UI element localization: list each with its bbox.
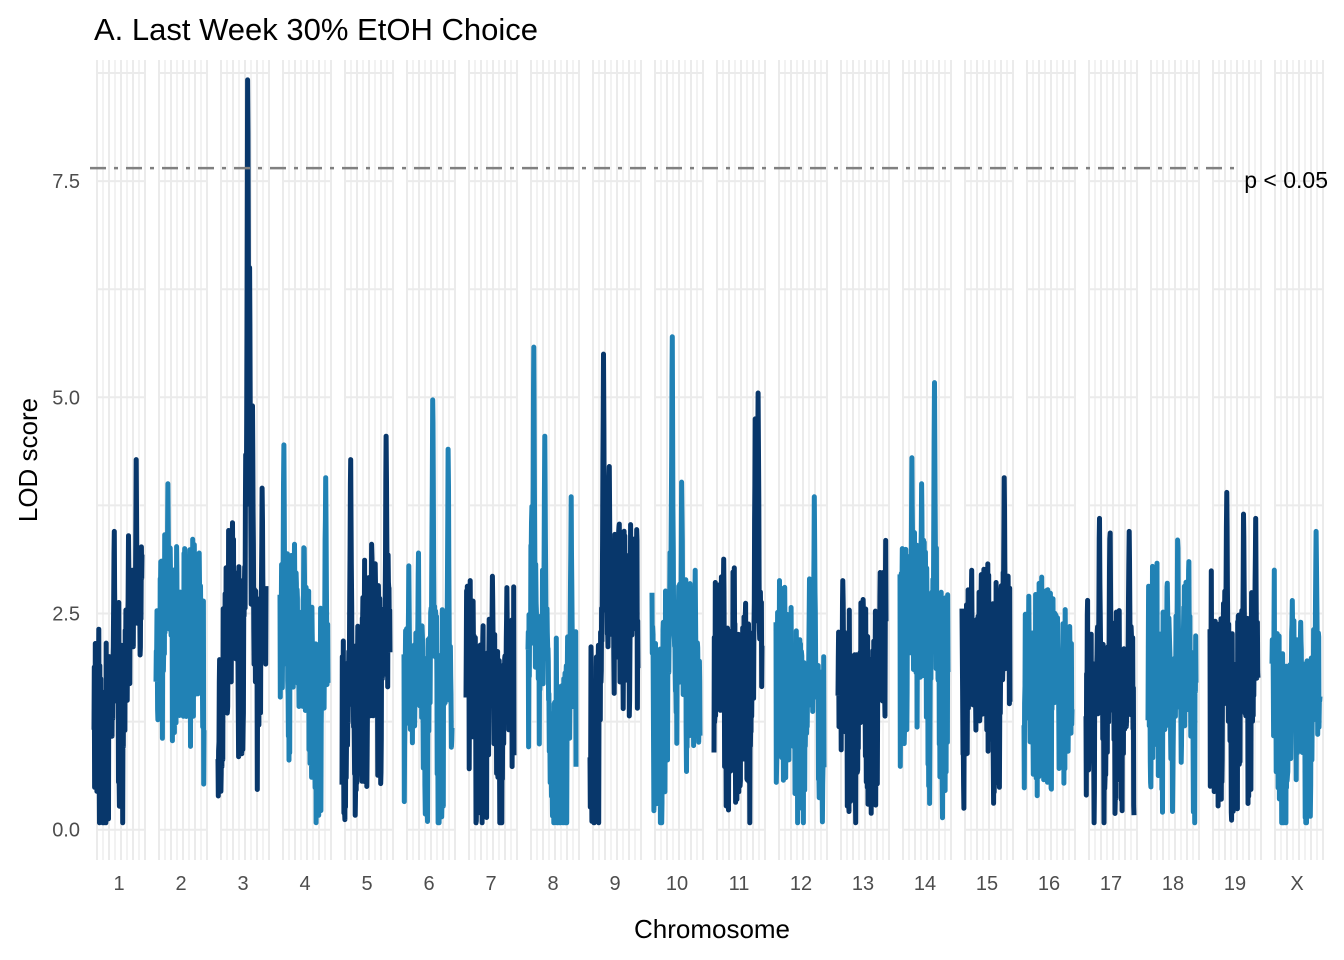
x-tick-label: 7 — [485, 873, 496, 895]
y-axis-ticks: 0.0 2.5 5.0 7.5 — [52, 171, 80, 842]
lod-series-chr-16 — [1021, 574, 1075, 799]
threshold-layer: p < 0.05 — [90, 166, 1328, 193]
threshold-label: p < 0.05 — [1244, 167, 1328, 193]
lod-series-chr-18 — [1145, 537, 1199, 826]
lod-series-chr-14 — [897, 380, 951, 821]
x-tick-label: 19 — [1224, 873, 1246, 895]
x-axis-title: Chromosome — [634, 914, 790, 944]
lod-series-chr-2 — [153, 481, 207, 787]
x-tick-label: 17 — [1100, 873, 1122, 895]
y-tick-label: 0.0 — [52, 820, 80, 842]
grid-layer — [96, 60, 1324, 860]
lod-series-chr-5 — [339, 433, 393, 823]
x-tick-label: 5 — [361, 873, 372, 895]
lod-series-chr-1 — [91, 457, 145, 826]
lod-series-chr-17 — [1083, 515, 1137, 826]
x-tick-label: 1 — [113, 873, 124, 895]
x-tick-label: 4 — [299, 873, 310, 895]
x-axis-ticks: 1 2 3 4 5 6 7 8 9 10 11 12 13 14 15 16 17 18 19 X — [113, 873, 1303, 895]
lod-series-chr-7 — [463, 573, 517, 826]
lod-series-chr-10 — [649, 334, 703, 826]
lod-series-chr-X — [1269, 528, 1323, 826]
x-tick-label: 13 — [852, 873, 874, 895]
lod-series-chr-12 — [773, 494, 827, 826]
lod-series-chr-4 — [277, 442, 331, 826]
x-tick-label: 10 — [666, 873, 688, 895]
lod-series-chr-11 — [711, 390, 765, 826]
lod-series-chr-15 — [959, 475, 1013, 811]
y-tick-label: 5.0 — [52, 387, 80, 409]
lod-series-chr-3 — [215, 77, 269, 799]
lod-series-chr-8 — [525, 344, 579, 826]
y-axis-title: LOD score — [13, 398, 43, 522]
x-tick-label: 15 — [976, 873, 998, 895]
chart-title: A. Last Week 30% EtOH Choice — [94, 12, 538, 47]
x-tick-label: 11 — [729, 873, 750, 895]
x-tick-label: 2 — [175, 873, 186, 895]
y-tick-label: 7.5 — [52, 171, 80, 193]
x-tick-label: 3 — [237, 873, 248, 895]
lod-series-chr-6 — [401, 397, 455, 826]
x-tick-label: 12 — [790, 873, 812, 895]
lod-series-chr-9 — [587, 351, 641, 826]
x-tick-label: X — [1290, 873, 1303, 895]
x-tick-label: 14 — [914, 873, 936, 895]
x-tick-label: 18 — [1162, 873, 1184, 895]
x-tick-label: 6 — [423, 873, 434, 895]
lod-series-chr-19 — [1207, 489, 1261, 823]
y-tick-label: 2.5 — [52, 604, 80, 626]
series-layer — [91, 77, 1323, 826]
x-tick-label: 9 — [609, 873, 620, 895]
x-tick-label: 8 — [547, 873, 558, 895]
x-tick-label: 16 — [1038, 873, 1060, 895]
lod-series-chr-13 — [835, 537, 889, 826]
